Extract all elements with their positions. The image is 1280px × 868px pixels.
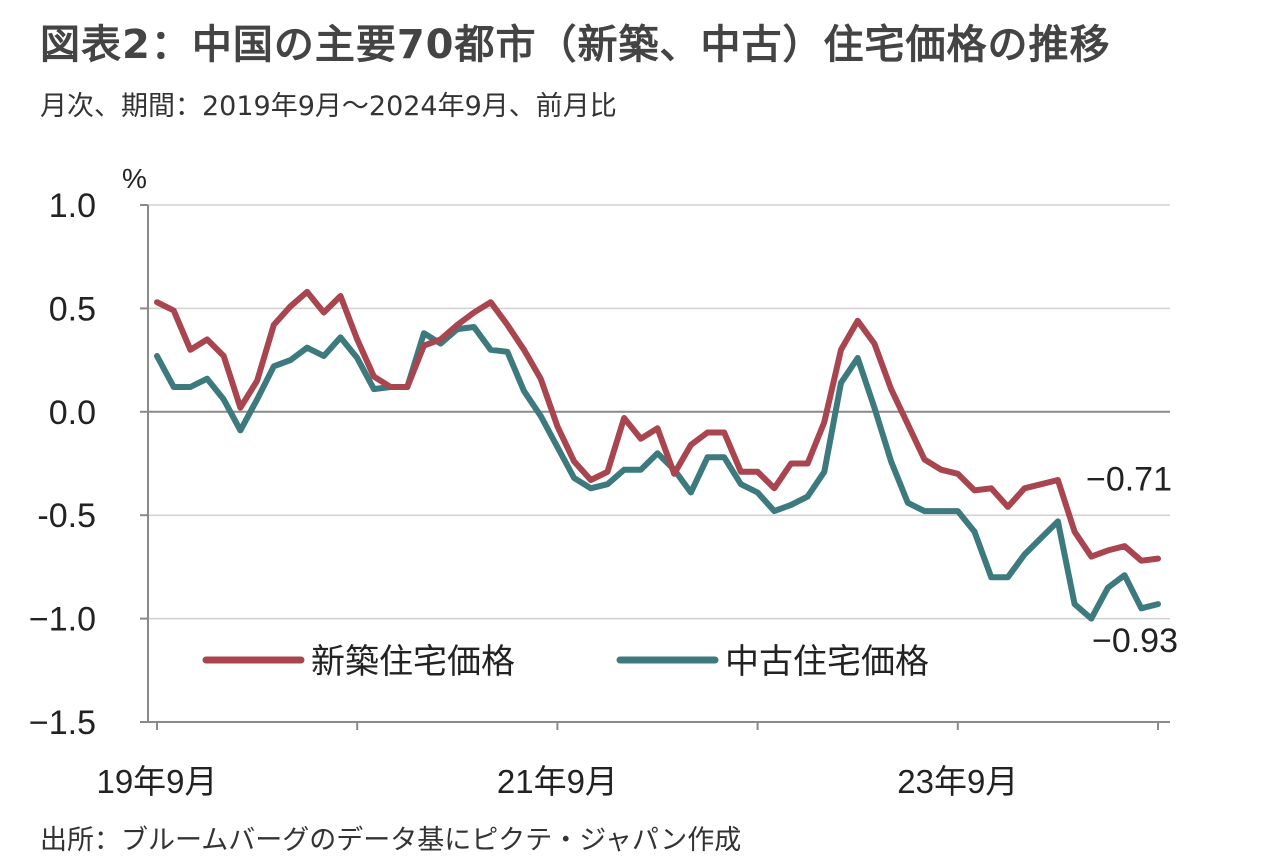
series-line-1 (154, 324, 1161, 622)
gridlines (148, 204, 1170, 620)
x-tick-label: 19年9月 (96, 763, 217, 800)
chart-subtitle: 月次、期間：2019年9月～2024年9月、前月比 (40, 91, 617, 122)
y-tick-labels: 1.0 0.5 0.0 -0.5 −1.0 −1.5 (29, 187, 148, 742)
y-tick-label: -0.5 (37, 497, 96, 535)
y-unit-label: % (122, 163, 147, 194)
y-tick-label: 0.5 (49, 290, 96, 328)
series-lines (154, 288, 1161, 622)
x-tick-label: 23年9月 (897, 763, 1018, 800)
y-tick-label: 0.0 (49, 394, 96, 432)
x-tick-label: 21年9月 (497, 763, 618, 800)
source-note: 出所：ブルームバーグのデータ基にピクテ・ジャパン作成 (40, 825, 742, 856)
end-value-label: −0.93 (1092, 622, 1178, 660)
y-tick-label: −1.0 (29, 601, 96, 639)
legend-label: 中古住宅価格 (725, 643, 929, 681)
end-value-label: −0.71 (1086, 461, 1172, 499)
legend-label: 新築住宅価格 (311, 643, 515, 681)
x-tick-labels: 19年9月 21年9月 23年9月 (96, 722, 1159, 800)
series-line-0 (154, 288, 1161, 564)
legend: 新築住宅価格 中古住宅価格 (202, 643, 929, 681)
chart-title: 図表2：中国の主要70都市（新築、中古）住宅価格の推移 (40, 22, 1111, 68)
y-tick-label: 1.0 (49, 187, 96, 225)
y-tick-label: −1.5 (29, 704, 96, 742)
end-annotations: −0.71 −0.93 (1086, 461, 1178, 660)
